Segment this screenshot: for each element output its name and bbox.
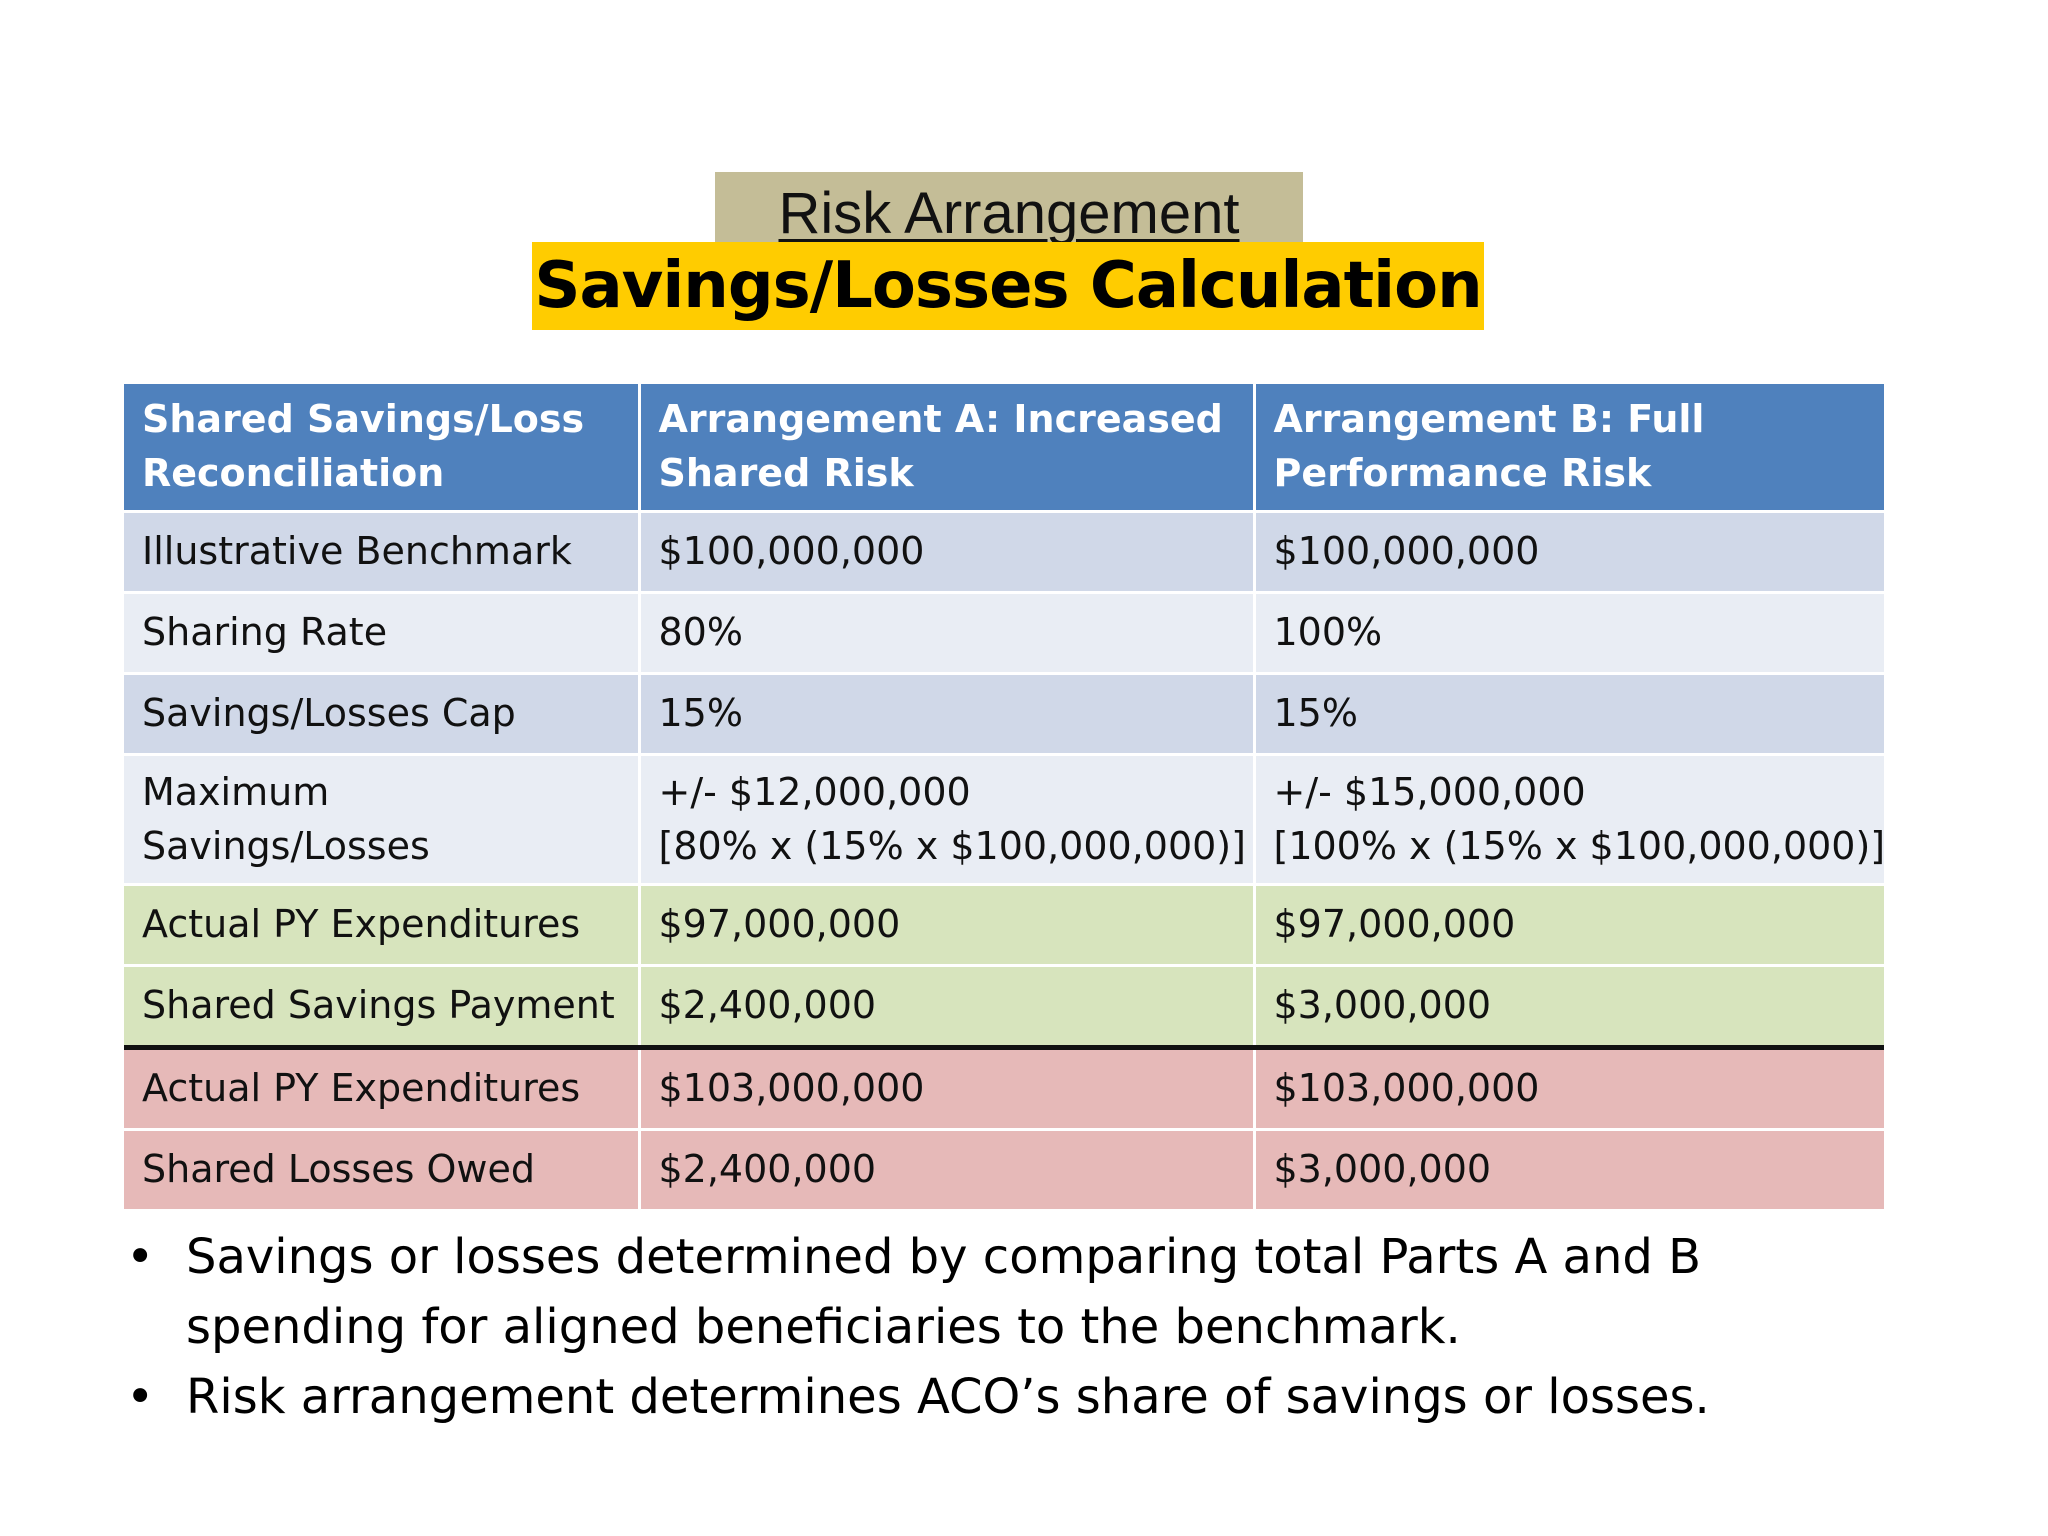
cell-arrangement-a: 15% (639, 673, 1256, 756)
row-cap: Savings/Losses Cap 15% 15% (124, 673, 1884, 756)
cell-arrangement-b: $3,000,000 (1254, 1129, 1884, 1212)
slide-subtitle: Risk Arrangement (778, 181, 1240, 246)
row-label: Actual PY Expenditures (124, 1047, 641, 1131)
row-label-line: Maximum (142, 769, 330, 814)
cell-arrangement-b: $3,000,000 (1254, 965, 1884, 1050)
bullet-line: spending for aligned beneficiaries to th… (186, 1299, 1461, 1355)
bullet-item: • Risk arrangement determines ACO’s shar… (124, 1362, 1744, 1432)
header-reconciliation: Shared Savings/Loss Reconciliation (124, 384, 641, 513)
cell-arrangement-a: +/- $12,000,000 [80% x (15% x $100,000,0… (639, 754, 1256, 886)
cell-arrangement-a: $100,000,000 (639, 511, 1256, 594)
row-sharing-rate: Sharing Rate 80% 100% (124, 592, 1884, 675)
max-amount: +/- $15,000,000 (1273, 769, 1586, 814)
title-banner: Savings/Losses Calculation (532, 242, 1484, 330)
row-shared-losses-owed: Shared Losses Owed $2,400,000 $3,000,000 (124, 1129, 1884, 1212)
slide-title: Savings/Losses Calculation (534, 249, 1482, 323)
max-formula: [80% x (15% x $100,000,000)] (658, 823, 1246, 868)
max-formula: [100% x (15% x $100,000,000)] (1273, 823, 1885, 868)
cell-arrangement-a: $2,400,000 (639, 1129, 1256, 1212)
cell-arrangement-b: $103,000,000 (1254, 1047, 1884, 1131)
cell-arrangement-b: 15% (1254, 673, 1884, 756)
row-label: Sharing Rate (124, 592, 641, 675)
row-label: Shared Savings Payment (124, 965, 641, 1050)
row-label: Illustrative Benchmark (124, 511, 641, 594)
header-arrangement-b: Arrangement B: Full Performance Risk (1254, 384, 1884, 513)
subtitle-banner: Risk Arrangement (715, 172, 1303, 244)
bullet-line: Savings or losses determined by comparin… (186, 1229, 1702, 1285)
row-label-line: Savings/Losses (142, 823, 430, 868)
cell-arrangement-a: $103,000,000 (639, 1047, 1256, 1131)
row-label: Actual PY Expenditures (124, 884, 641, 967)
row-maximum-savings-losses: Maximum Savings/Losses +/- $12,000,000 [… (124, 754, 1885, 886)
row-savings-expenditures: Actual PY Expenditures $97,000,000 $97,0… (124, 884, 1884, 967)
cell-arrangement-a: $97,000,000 (639, 884, 1256, 967)
bullet-dot-icon: • (126, 1229, 155, 1285)
reconciliation-table: Shared Savings/Loss Reconciliation Arran… (124, 384, 1884, 1212)
row-benchmark: Illustrative Benchmark $100,000,000 $100… (124, 511, 1884, 594)
row-loss-expenditures: Actual PY Expenditures $103,000,000 $103… (124, 1047, 1884, 1131)
cell-arrangement-b: 100% (1254, 592, 1884, 675)
table-header-row: Shared Savings/Loss Reconciliation Arran… (124, 384, 1884, 513)
row-label: Shared Losses Owed (124, 1129, 641, 1212)
bullet-item: • Savings or losses determined by compar… (124, 1222, 1744, 1362)
bullet-list: • Savings or losses determined by compar… (124, 1222, 1744, 1432)
header-arrangement-a: Arrangement A: Increased Shared Risk (639, 384, 1256, 513)
row-label: Savings/Losses Cap (124, 673, 641, 756)
cell-arrangement-a: 80% (639, 592, 1256, 675)
cell-arrangement-a: $2,400,000 (639, 965, 1256, 1050)
cell-arrangement-b: +/- $15,000,000 [100% x (15% x $100,000,… (1254, 754, 1885, 886)
row-label: Maximum Savings/Losses (124, 754, 641, 886)
max-amount: +/- $12,000,000 (658, 769, 971, 814)
bullet-line: Risk arrangement determines ACO’s share … (186, 1369, 1710, 1425)
cell-arrangement-b: $100,000,000 (1254, 511, 1884, 594)
bullet-dot-icon: • (126, 1369, 155, 1425)
cell-arrangement-b: $97,000,000 (1254, 884, 1884, 967)
row-shared-savings-payment: Shared Savings Payment $2,400,000 $3,000… (124, 965, 1884, 1050)
